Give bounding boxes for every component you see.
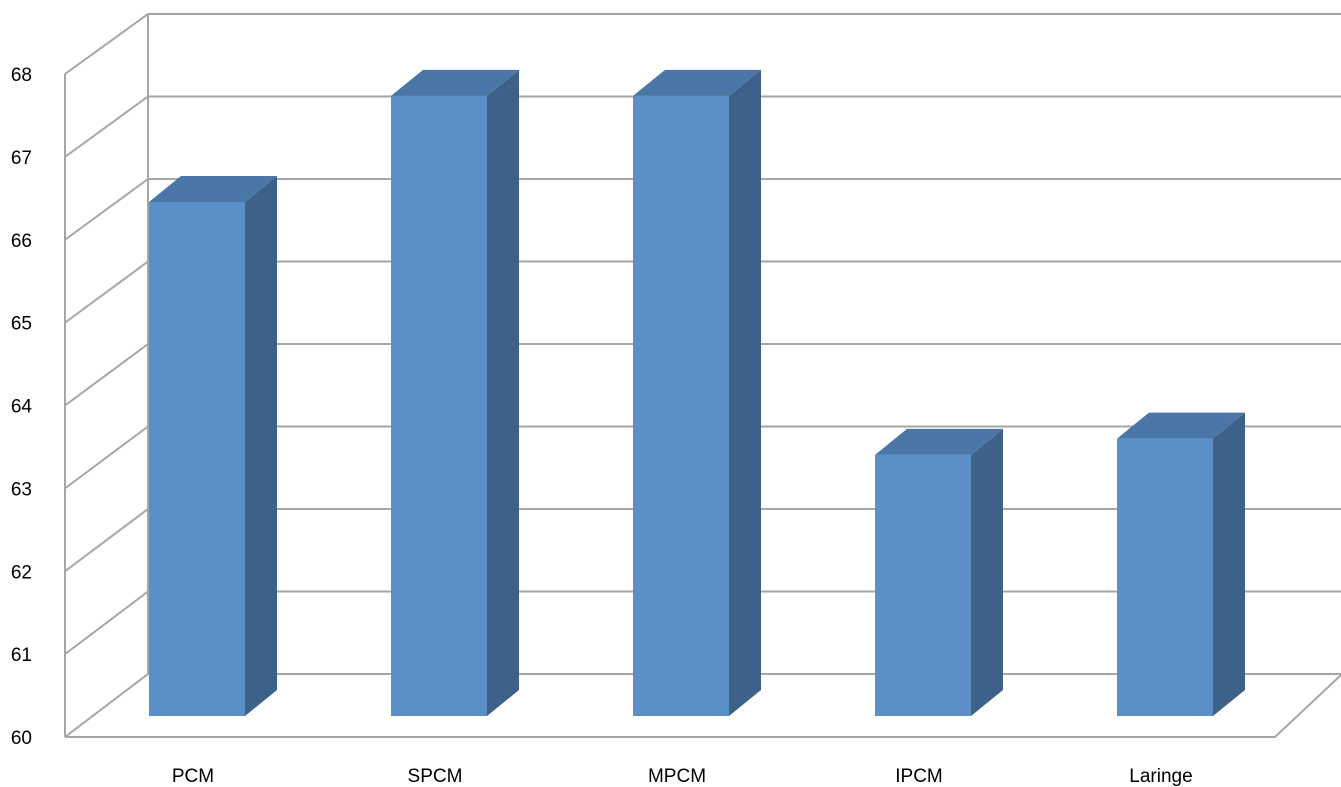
bar-mpcm [633, 69, 761, 716]
y-tick-label: 63 [11, 479, 32, 500]
bar-top-face [633, 69, 761, 96]
x-axis-category-labels: PCM SPCM MPCM IPCM Laringe [172, 766, 1193, 787]
x-tick-label: IPCM [895, 766, 943, 787]
floor-front-edge [65, 674, 1341, 738]
bar-pcm [149, 175, 277, 716]
bars [149, 69, 1245, 716]
y-tick-label: 64 [11, 397, 33, 418]
x-tick-label: PCM [172, 766, 214, 787]
bar-front-face [1117, 438, 1213, 716]
bar-side-face [971, 428, 1003, 716]
bar-side-face [729, 69, 761, 716]
bar-top-face [875, 428, 1003, 455]
bar-laringe [1117, 412, 1245, 716]
y-tick-label: 65 [11, 314, 32, 335]
bar-side-face [1213, 412, 1245, 716]
bar-side-face [487, 69, 519, 716]
gridline [64, 13, 1341, 75]
y-tick-label: 62 [11, 562, 32, 583]
bar-ipcm [875, 428, 1003, 716]
bar-side-face [245, 175, 277, 716]
y-tick-label: 66 [11, 231, 32, 252]
bar-front-face [149, 201, 245, 716]
y-tick-label: 60 [11, 728, 32, 749]
bar-top-face [391, 69, 519, 96]
x-tick-label: MPCM [648, 766, 706, 787]
bar-top-face [149, 175, 277, 202]
y-tick-label: 68 [11, 65, 32, 86]
y-axis-tick-labels: 60 61 62 63 64 65 66 67 68 [11, 65, 33, 749]
y-tick-label: 61 [11, 645, 32, 666]
x-tick-label: SPCM [408, 766, 463, 787]
bar-front-face [391, 95, 487, 716]
bar-spcm [391, 69, 519, 716]
y-tick-label: 67 [11, 148, 32, 169]
bar-top-face [1117, 412, 1245, 439]
x-tick-label: Laringe [1129, 766, 1192, 787]
bar-front-face [633, 95, 729, 716]
bar-front-face [875, 454, 971, 716]
